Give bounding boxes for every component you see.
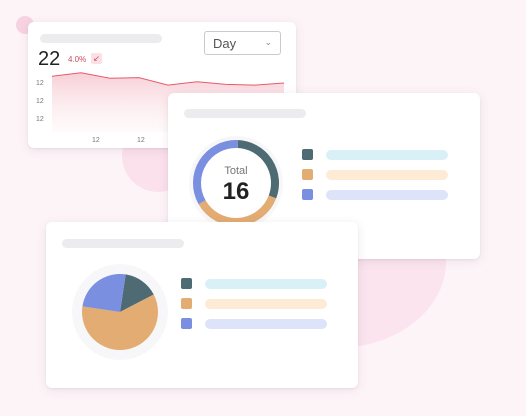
donut-label: Total (224, 165, 248, 177)
period-select-value: Day (213, 36, 237, 51)
legend-label-placeholder (205, 299, 327, 309)
donut-slice-category-1 (237, 140, 279, 199)
y-tick-label: 12 (36, 116, 44, 123)
trend-down-icon: ↙ (91, 53, 102, 64)
legend-swatch (302, 149, 313, 160)
title-placeholder (184, 109, 306, 118)
donut-chart: Total 16 (188, 135, 284, 231)
title-placeholder (40, 34, 162, 43)
legend-label-placeholder (326, 150, 448, 160)
x-tick-label: 12 (92, 137, 100, 144)
pie-chart (72, 264, 168, 360)
legend-swatch (181, 318, 192, 329)
y-tick-label: 12 (36, 80, 44, 87)
legend-label-placeholder (205, 279, 327, 289)
pie-slice-category-2 (82, 294, 158, 350)
donut-slice-category-3 (193, 140, 239, 205)
pie-slice-category-3 (82, 274, 126, 312)
legend-label-placeholder (326, 170, 448, 180)
chevron-down-icon: ⌄ (264, 37, 272, 47)
legend-label-placeholder (326, 190, 448, 200)
y-tick-label: 12 (36, 98, 44, 105)
legend-swatch (302, 189, 313, 200)
metric-change: 4.0% (68, 55, 87, 64)
legend-swatch (181, 298, 192, 309)
x-tick-label: 12 (137, 137, 145, 144)
legend-swatch (181, 278, 192, 289)
period-select[interactable]: Day ⌄ (204, 31, 281, 55)
legend-label-placeholder (205, 319, 327, 329)
metric-value: 22 (38, 48, 61, 70)
title-placeholder (62, 239, 184, 248)
donut-hole (197, 144, 275, 222)
donut-total: 16 (222, 178, 250, 205)
legend-swatch (302, 169, 313, 180)
series-line (51, 72, 285, 86)
donut-slice-category-2 (198, 195, 277, 226)
pie-card (46, 222, 358, 388)
pie-slice-category-1 (120, 274, 154, 312)
